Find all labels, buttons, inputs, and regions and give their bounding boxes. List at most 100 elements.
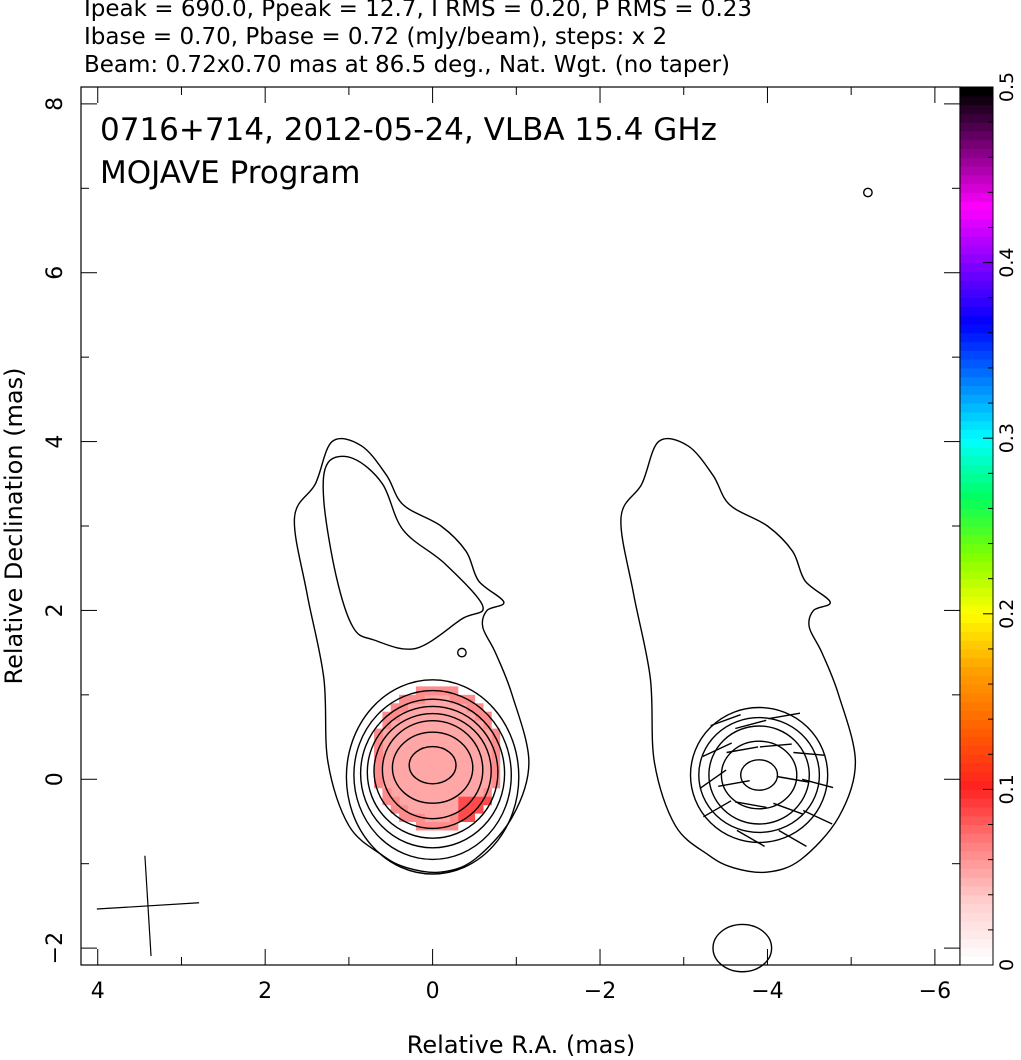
pol-pixel — [415, 770, 425, 780]
pol-pixel — [424, 703, 434, 713]
colorbar-band — [960, 148, 993, 158]
pol-pixel — [415, 737, 425, 747]
pol-panel-contour — [689, 706, 829, 844]
colorbar-band — [960, 561, 993, 571]
colorbar-band — [960, 174, 993, 185]
pol-pixel — [432, 821, 442, 831]
pol-pixel — [491, 762, 501, 772]
colorbar-band — [960, 438, 993, 448]
pol-pixel — [374, 753, 383, 763]
pol-pixel — [441, 821, 450, 831]
pol-pixel — [474, 770, 484, 780]
evpa-vector — [734, 801, 767, 809]
pol-pixel — [457, 779, 467, 789]
y-tick-label: 2 — [43, 603, 68, 617]
pol-pixel — [474, 762, 484, 772]
pol-pixel — [466, 703, 476, 713]
pol-pixel — [399, 720, 409, 730]
colorbar-band — [960, 877, 993, 887]
pol-pixel — [382, 737, 392, 747]
colorbar-band — [960, 622, 993, 632]
pol-pixel — [407, 753, 417, 763]
colorbar-band — [960, 938, 993, 948]
pol-pixel — [474, 796, 484, 806]
pol-pixel — [374, 762, 383, 772]
pol-pixel — [424, 762, 434, 772]
colorbar-band — [960, 921, 993, 931]
y-tick-label: 6 — [43, 266, 68, 280]
colorbar-band — [960, 824, 993, 834]
pol-panel-contour — [708, 725, 810, 825]
pol-pixel — [424, 711, 434, 721]
colorbar-band — [960, 499, 993, 509]
pol-pixel — [441, 770, 450, 780]
pol-pixel — [432, 753, 442, 763]
colorbar-band — [960, 464, 993, 474]
pol-pixel — [390, 796, 400, 806]
colorbar-band — [960, 183, 993, 193]
colorbar-band — [960, 385, 993, 395]
pol-pixel — [474, 728, 484, 738]
pol-pixel — [390, 770, 400, 780]
intensity-contour — [345, 679, 520, 875]
x-tick-label: −2 — [584, 979, 616, 1004]
colorbar-tick-label: 0.5 — [996, 72, 1018, 102]
pol-pixel — [415, 753, 425, 763]
pol-pixel — [390, 762, 400, 772]
pol-pixel — [407, 694, 417, 704]
pol-pixel — [432, 745, 442, 755]
program-annotation: MOJAVE Program — [100, 155, 360, 191]
colorbar-band — [960, 192, 993, 202]
colorbar: 0 0.1 0.2 0.3 0.4 0.5 — [959, 72, 1018, 971]
pol-pixel — [441, 762, 450, 772]
colorbar-band — [960, 201, 993, 211]
colorbar-band — [960, 605, 993, 615]
y-tick-label: 4 — [43, 435, 68, 449]
pol-pixel — [466, 762, 476, 772]
pol-pixel — [441, 753, 450, 763]
colorbar-band — [960, 587, 993, 597]
colorbar-band — [960, 947, 993, 957]
colorbar-band — [960, 692, 993, 703]
colorbar-band — [960, 552, 993, 562]
colorbar-band — [960, 245, 993, 255]
colorbar-band — [960, 236, 993, 246]
colorbar-band — [960, 640, 993, 650]
colorbar-band — [960, 763, 993, 773]
pol-pixel — [390, 737, 400, 747]
pol-pixel — [449, 703, 459, 713]
pol-pixel — [374, 770, 383, 780]
pol-pixel — [390, 779, 400, 789]
pol-pixel — [374, 737, 383, 747]
pol-pixel — [382, 728, 392, 738]
colorbar-band — [960, 886, 993, 896]
pol-pixel — [441, 779, 450, 789]
colorbar-band — [960, 727, 993, 738]
pol-panel-contour — [739, 759, 779, 791]
evpa-vector — [702, 742, 732, 758]
pol-pixel — [424, 796, 434, 806]
colorbar-band — [960, 130, 993, 141]
x-tick-label: −6 — [919, 979, 951, 1004]
colorbar-tick-label: 0 — [996, 959, 1018, 971]
x-tick-label: 2 — [258, 979, 272, 1004]
pol-pixel — [407, 703, 417, 713]
header-line-3: Beam: 0.72x0.70 mas at 86.5 deg., Nat. W… — [84, 52, 730, 78]
colorbar-band — [960, 218, 993, 228]
colorbar-band — [960, 807, 993, 817]
pol-pixel — [424, 804, 434, 814]
pol-pixel — [390, 753, 400, 763]
evpa-vector — [710, 714, 741, 727]
evpa-vector — [778, 829, 807, 848]
colorbar-band — [960, 543, 993, 553]
pol-pixel — [415, 711, 425, 721]
colorbar-band — [960, 850, 993, 861]
colorbar-band — [960, 376, 993, 386]
colorbar-band — [960, 122, 993, 132]
y-axis-title: Relative Declination (mas) — [0, 367, 28, 684]
colorbar-band — [960, 447, 993, 457]
pol-pixel — [407, 728, 417, 738]
pol-pixel — [466, 728, 476, 738]
colorbar-band — [960, 490, 993, 501]
pol-panel-contour — [720, 740, 798, 810]
